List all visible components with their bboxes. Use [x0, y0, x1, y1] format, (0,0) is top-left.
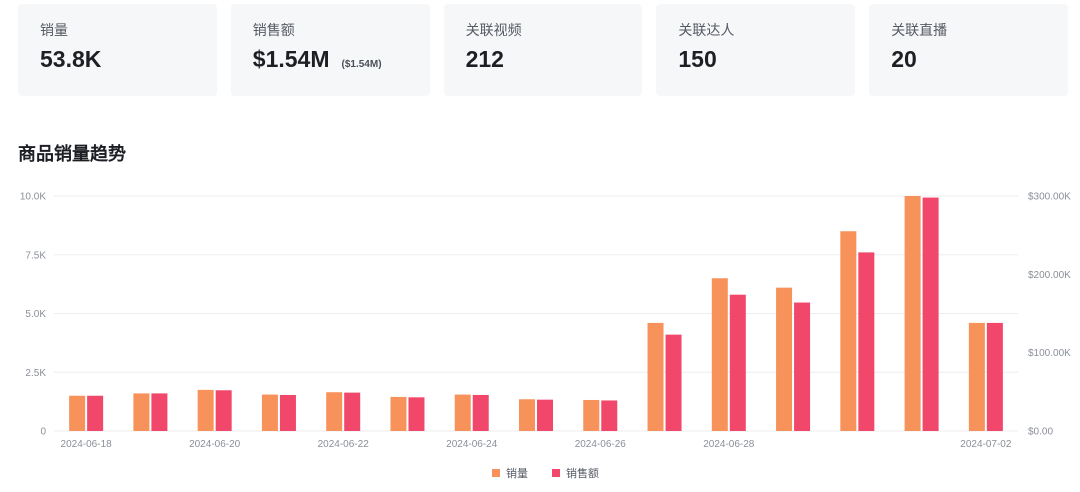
bar-revenue [408, 397, 425, 431]
stats-cards: 销量 53.8K 销售额 $1.54M ($1.54M) 关联视频 212 关联… [18, 4, 1068, 96]
bar-sales [519, 399, 535, 431]
stat-value: $1.54M [252, 46, 330, 72]
stat-sub-value: ($1.54M) [341, 59, 382, 70]
stat-value: 20 [891, 46, 917, 72]
bar-revenue [344, 392, 361, 431]
stat-label: 销售额 [252, 22, 295, 38]
section-title: 商品销量趋势 [18, 144, 126, 164]
bar-revenue [215, 390, 232, 431]
bar-sales [904, 196, 921, 431]
stat-label: 关联达人 [678, 22, 735, 38]
y-left-tick-label: 0 [40, 427, 46, 438]
bar-sales [711, 278, 728, 431]
y-left-tick-label: 5.0K [25, 309, 46, 320]
bar-sales [326, 392, 343, 431]
bar-sales [776, 287, 793, 431]
stat-label: 销量 [40, 22, 68, 38]
y-right-tick-label: $100.00K [1028, 348, 1071, 359]
stat-card-lives: 关联直播 20 [869, 4, 1068, 96]
legend-label: 销售额 [566, 466, 599, 480]
stat-label: 关联直播 [891, 22, 948, 38]
y-left-tick-label: 2.5K [25, 368, 46, 379]
x-tick-label: 2024-06-20 [189, 439, 241, 450]
stat-card-videos: 关联视频 212 [443, 4, 643, 96]
legend-swatch [552, 469, 560, 477]
bar-sales [454, 394, 471, 431]
bar-sales [133, 393, 150, 431]
stat-card-sales: 销量 53.8K [18, 4, 217, 96]
bar-sales [647, 322, 664, 431]
bar-revenue [472, 394, 489, 431]
bar-revenue [858, 252, 875, 431]
stat-value: 212 [465, 46, 504, 72]
x-tick-label: 2024-06-28 [703, 439, 755, 450]
bar-revenue [986, 322, 1003, 431]
bar-revenue [279, 394, 296, 431]
bar-revenue [151, 393, 168, 431]
stat-value: 150 [678, 46, 717, 72]
bar-revenue [794, 302, 811, 431]
x-tick-label: 2024-07-02 [960, 439, 1012, 450]
bar-revenue [601, 400, 618, 431]
y-right-tick-label: $0.00 [1028, 427, 1053, 438]
bar-revenue [87, 395, 104, 431]
y-left-tick-label: 7.5K [25, 250, 46, 261]
bar-sales [840, 231, 857, 431]
stat-card-revenue: 销售额 $1.54M ($1.54M) [230, 4, 430, 96]
stat-card-influencers: 关联达人 150 [656, 4, 856, 96]
bar-sales [390, 396, 407, 431]
x-tick-label: 2024-06-22 [318, 439, 370, 450]
bar-sales [968, 322, 985, 431]
legend-swatch [492, 469, 500, 477]
bar-revenue [665, 334, 682, 431]
y-right-tick-label: $200.00K [1028, 270, 1071, 281]
bar-sales [583, 399, 600, 431]
legend-label: 销量 [506, 466, 528, 480]
bar-sales [261, 394, 278, 431]
bar-revenue [537, 399, 553, 431]
bar-sales [197, 389, 214, 431]
bar-revenue [922, 197, 939, 431]
stat-label: 关联视频 [465, 22, 522, 38]
y-right-tick-label: $300.00K [1028, 192, 1071, 203]
bar-sales [69, 395, 86, 431]
x-tick-label: 2024-06-26 [575, 439, 627, 450]
bar-revenue [729, 294, 746, 431]
y-left-tick-label: 10.0K [20, 192, 46, 203]
sales-trend-chart: 0 2.5K 5.0K 7.5K 10.0K $0.00 $100.00K $200.00K $… [20, 192, 1071, 481]
x-tick-label: 2024-06-24 [446, 439, 498, 450]
x-tick-label: 2024-06-18 [61, 439, 113, 450]
stat-value: 53.8K [40, 46, 102, 72]
